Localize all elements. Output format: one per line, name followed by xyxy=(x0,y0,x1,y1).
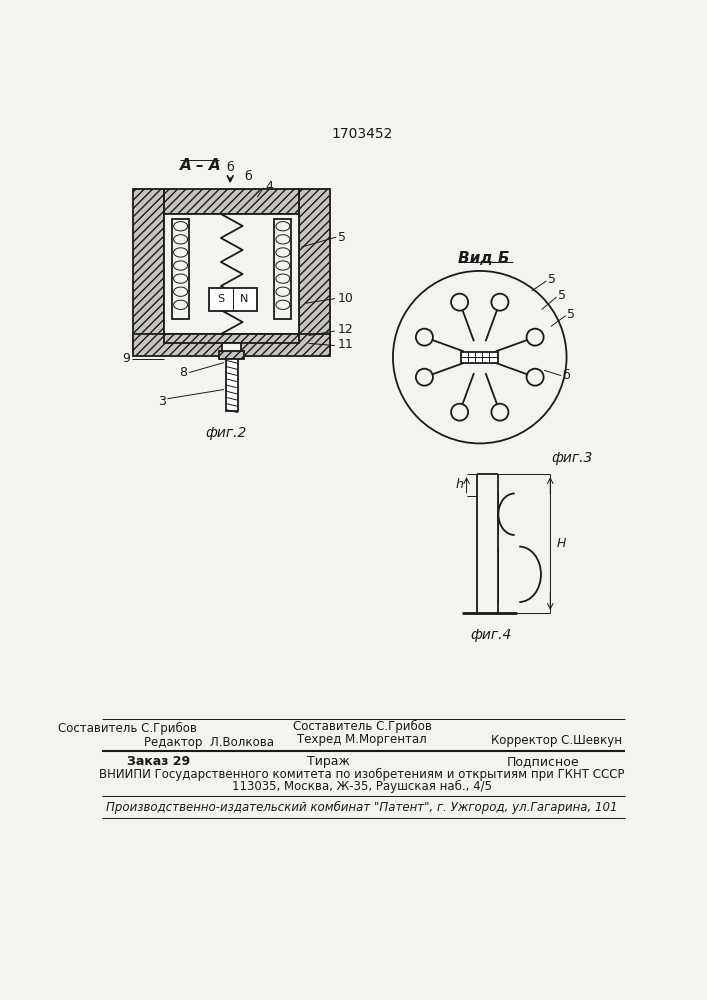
Text: 8: 8 xyxy=(180,366,187,379)
Text: 4: 4 xyxy=(265,180,273,193)
Text: H: H xyxy=(556,537,566,550)
Text: 3: 3 xyxy=(158,395,166,408)
Text: N: N xyxy=(240,294,248,304)
Text: 1703452: 1703452 xyxy=(332,127,392,141)
Bar xyxy=(164,189,299,214)
Bar xyxy=(164,214,299,334)
Text: S: S xyxy=(217,294,224,304)
Circle shape xyxy=(527,369,544,386)
Bar xyxy=(209,288,257,311)
Bar xyxy=(226,357,238,411)
Text: 12: 12 xyxy=(338,323,354,336)
Text: 11: 11 xyxy=(338,338,354,351)
Text: б: б xyxy=(226,161,234,174)
Circle shape xyxy=(416,329,433,346)
Text: Заказ 29: Заказ 29 xyxy=(127,755,190,768)
Text: Тираж: Тираж xyxy=(307,755,350,768)
Text: Редактор  Л.Волкова: Редактор Л.Волкова xyxy=(144,736,274,749)
Bar xyxy=(172,219,189,319)
Text: 10: 10 xyxy=(338,292,354,305)
Bar xyxy=(223,343,241,357)
Text: А – А: А – А xyxy=(180,158,221,174)
Text: 113035, Москва, Ж-35, Раушская наб., 4/5: 113035, Москва, Ж-35, Раушская наб., 4/5 xyxy=(232,780,492,793)
Circle shape xyxy=(451,294,468,311)
Text: Техред М.Моргентал: Техред М.Моргентал xyxy=(297,733,427,746)
Bar xyxy=(299,189,330,351)
Text: Вид Б: Вид Б xyxy=(458,251,509,266)
Bar xyxy=(134,189,164,351)
Bar xyxy=(134,334,330,356)
Circle shape xyxy=(527,329,544,346)
Text: 9: 9 xyxy=(122,352,130,365)
Text: Корректор С.Шевкун: Корректор С.Шевкун xyxy=(491,734,622,747)
Text: 5: 5 xyxy=(338,231,346,244)
Text: Производственно-издательский комбинат "Патент", г. Ужгород, ул.Гагарина, 101: Производственно-издательский комбинат "П… xyxy=(106,801,618,814)
Circle shape xyxy=(451,404,468,421)
Circle shape xyxy=(416,369,433,386)
Text: Подписное: Подписное xyxy=(507,755,580,768)
Text: Составитель С.Грибов: Составитель С.Грибов xyxy=(293,720,431,733)
Text: 5: 5 xyxy=(548,273,556,286)
Text: б: б xyxy=(563,369,571,382)
Text: фиг.4: фиг.4 xyxy=(471,628,512,642)
Text: 5: 5 xyxy=(558,289,566,302)
Circle shape xyxy=(491,294,508,311)
Text: б: б xyxy=(244,170,252,183)
Bar xyxy=(219,351,244,359)
Bar xyxy=(164,334,299,343)
Circle shape xyxy=(393,271,566,443)
Text: Составитель С.Грибов: Составитель С.Грибов xyxy=(58,722,197,735)
Text: h: h xyxy=(455,478,464,491)
Text: 5: 5 xyxy=(567,308,575,321)
Text: фиг.3: фиг.3 xyxy=(552,451,593,465)
Bar xyxy=(274,219,291,319)
Text: ВНИИПИ Государственного комитета по изобретениям и открытиям при ГКНТ СССР: ВНИИПИ Государственного комитета по изоб… xyxy=(99,768,625,781)
Bar xyxy=(461,352,498,363)
Circle shape xyxy=(491,404,508,421)
Text: фиг.2: фиг.2 xyxy=(206,426,247,440)
